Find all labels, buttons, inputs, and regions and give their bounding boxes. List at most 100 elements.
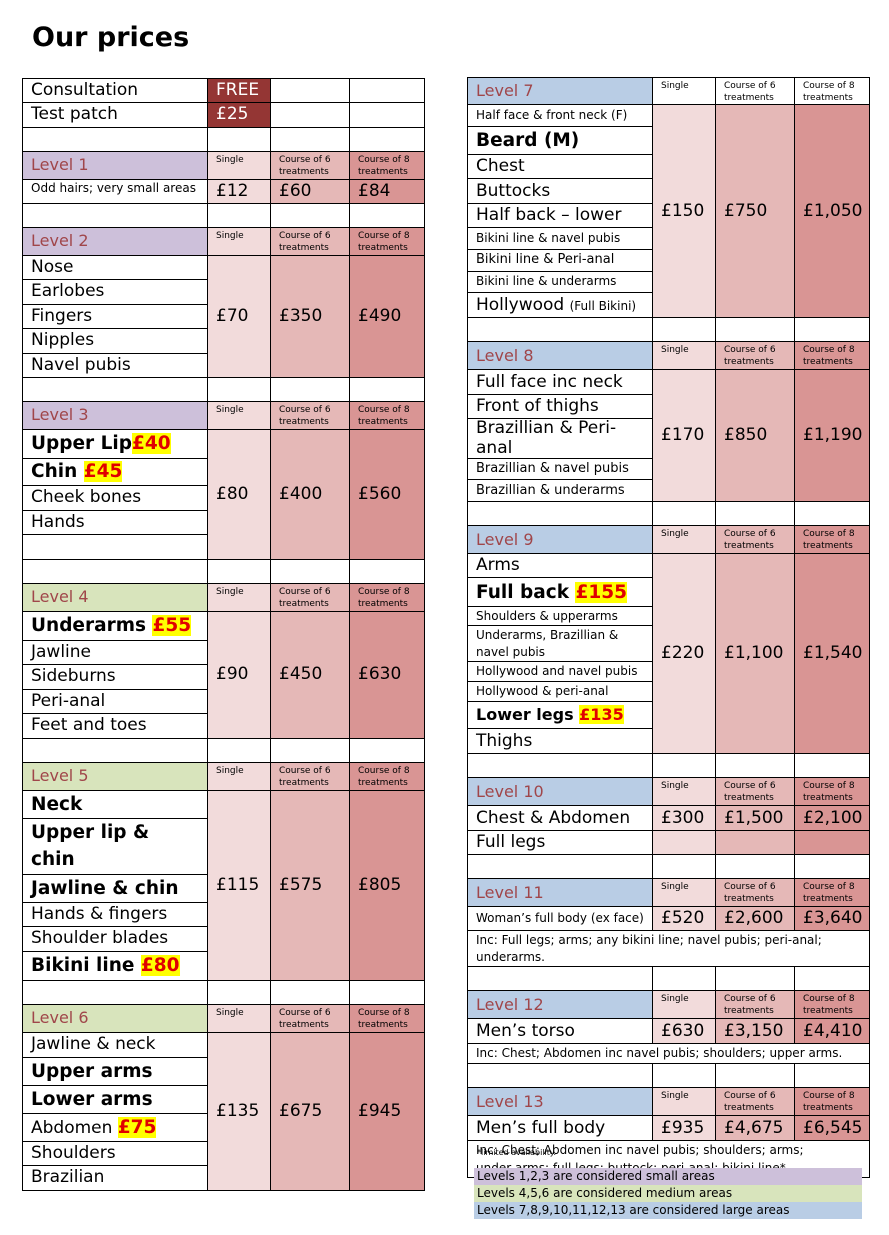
level8-c6: £850 bbox=[715, 369, 795, 503]
consultation-label: Consultation bbox=[22, 78, 208, 103]
level10-c8: £2,100 bbox=[794, 805, 870, 832]
level9-c8: £1,540 bbox=[794, 553, 870, 755]
level6-c8: £945 bbox=[349, 1032, 425, 1191]
level12-single: £630 bbox=[652, 1018, 716, 1045]
level11-item: Woman’s full body (ex face) bbox=[467, 906, 653, 932]
level8-c8: £1,190 bbox=[794, 369, 870, 503]
level13-header: Level 13 Single Course of 6 treatments C… bbox=[467, 1087, 870, 1117]
level7-item: Bikini line & underarms bbox=[467, 271, 653, 294]
single-header: Single bbox=[652, 1087, 716, 1117]
level6-name: Level 6 bbox=[22, 1004, 208, 1033]
level4-header: Level 4 Single Course of 6 treatments Co… bbox=[22, 583, 425, 612]
single-header: Single bbox=[207, 762, 271, 791]
level7-c6: £750 bbox=[715, 104, 795, 319]
limited-availability-note: *limited availability. bbox=[477, 1148, 557, 1157]
level11-name: Level 11 bbox=[467, 878, 653, 908]
level8-item: Brazillian & underarms bbox=[467, 479, 653, 503]
course6-header: Course of 6 treatments bbox=[270, 583, 350, 612]
level8-header: Level 8 Single Course of 6 treatments Co… bbox=[467, 341, 870, 371]
consultation-row: Consultation FREE bbox=[22, 78, 425, 103]
level5-header: Level 5 Single Course of 6 treatments Co… bbox=[22, 762, 425, 791]
level5-item: Neck bbox=[22, 790, 208, 819]
level8-item: Front of thighs bbox=[467, 394, 653, 420]
course6-header: Course of 6 treatments bbox=[715, 525, 795, 555]
level7-item: Hollywood bbox=[476, 294, 565, 315]
level9-c6: £1,100 bbox=[715, 553, 795, 755]
level10-item: Full legs bbox=[467, 830, 653, 856]
level9-item: Lower legs bbox=[476, 705, 574, 725]
course8-header: Course of 8 treatments bbox=[349, 227, 425, 256]
level6-item: Lower arms bbox=[22, 1085, 208, 1114]
level12-c6: £3,150 bbox=[715, 1018, 795, 1045]
level6-header: Level 6 Single Course of 6 treatments Co… bbox=[22, 1004, 425, 1033]
single-header: Single bbox=[207, 583, 271, 612]
consultation-price: FREE bbox=[207, 78, 271, 103]
course8-header: Course of 8 treatments bbox=[794, 990, 870, 1020]
level7-item-note: (Full Bikini) bbox=[569, 298, 637, 313]
offer-price: £80 bbox=[140, 955, 180, 977]
size-legend: Levels 1,2,3 are considered small areas … bbox=[474, 1168, 862, 1219]
level8-item: Full face inc neck bbox=[467, 369, 653, 396]
level7-single: £150 bbox=[652, 104, 716, 319]
level7-item: Half face & front neck (F) bbox=[467, 104, 653, 128]
level6-item: Upper arms bbox=[22, 1057, 208, 1086]
offer-price: £75 bbox=[117, 1116, 157, 1138]
level9-item: Arms bbox=[467, 553, 653, 579]
course8-header: Course of 8 treatments bbox=[794, 878, 870, 908]
level9-single: £220 bbox=[652, 553, 716, 755]
level7-c8: £1,050 bbox=[794, 104, 870, 319]
level5-c8: £805 bbox=[349, 790, 425, 981]
single-header: Single bbox=[652, 990, 716, 1020]
course8-header: Course of 8 treatments bbox=[794, 76, 870, 106]
level1-c8: £84 bbox=[349, 179, 425, 204]
level13-c6: £4,675 bbox=[715, 1115, 795, 1142]
page-title: Our prices bbox=[32, 22, 190, 53]
level10-single: £300 bbox=[652, 805, 716, 832]
level2-item: Fingers bbox=[22, 304, 208, 329]
single-header: Single bbox=[652, 76, 716, 106]
level13-item: Men’s full body bbox=[467, 1115, 653, 1142]
level12-header: Level 12 Single Course of 6 treatments C… bbox=[467, 990, 870, 1020]
level4-single: £90 bbox=[207, 611, 271, 739]
level7-item: Beard (M) bbox=[467, 126, 653, 156]
level7-item: Bikini line & navel pubis bbox=[467, 227, 653, 251]
level11-single: £520 bbox=[652, 906, 716, 932]
level13-c8: £6,545 bbox=[794, 1115, 870, 1142]
level10-name: Level 10 bbox=[467, 777, 653, 807]
level13-single: £935 bbox=[652, 1115, 716, 1142]
level3-c8: £560 bbox=[349, 429, 425, 560]
level5-item: Upper lip & chin bbox=[22, 818, 208, 875]
course8-header: Course of 8 treatments bbox=[794, 525, 870, 555]
test-patch-price: £25 bbox=[207, 102, 271, 128]
level11-c8: £3,640 bbox=[794, 906, 870, 932]
level5-single: £115 bbox=[207, 790, 271, 981]
level7-item: Chest bbox=[467, 154, 653, 180]
level3-item: Hands bbox=[22, 510, 208, 535]
course6-header: Course of 6 treatments bbox=[270, 151, 350, 180]
price-table-left: Consultation FREE Test patch £25 Level 1… bbox=[22, 78, 425, 1191]
single-header: Single bbox=[652, 525, 716, 555]
level10-item: Chest & Abdomen bbox=[467, 805, 653, 832]
level9-item: Full back bbox=[476, 581, 570, 603]
level10-header: Level 10 Single Course of 6 treatments C… bbox=[467, 777, 870, 807]
level1-header: Level 1 Single Course of 6 treatments Co… bbox=[22, 151, 425, 180]
offer-price: £40 bbox=[132, 433, 171, 455]
level7-item: Buttocks bbox=[467, 178, 653, 205]
level11-note: Inc: Full legs; arms; any bikini line; n… bbox=[467, 930, 870, 968]
level4-c6: £450 bbox=[270, 611, 350, 739]
level4-item: Feet and toes bbox=[22, 713, 208, 739]
level1-item: Odd hairs; very small areas bbox=[22, 179, 208, 204]
price-table-right: Level 7 Single Course of 6 treatments Co… bbox=[467, 76, 870, 1179]
level2-name: Level 2 bbox=[22, 227, 208, 256]
level11-header: Level 11 Single Course of 6 treatments C… bbox=[467, 878, 870, 908]
level3-c6: £400 bbox=[270, 429, 350, 560]
level1-row: Odd hairs; very small areas £12 £60 £84 bbox=[22, 179, 425, 204]
level6-item: Brazilian bbox=[22, 1165, 208, 1191]
course8-header: Course of 8 treatments bbox=[349, 151, 425, 180]
level6-item: Abdomen bbox=[31, 1117, 113, 1138]
level11-c6: £2,600 bbox=[715, 906, 795, 932]
level7-header: Level 7 Single Course of 6 treatments Co… bbox=[467, 76, 870, 106]
level12-note: Inc: Chest; Abdomen inc navel pubis; sho… bbox=[467, 1043, 870, 1065]
single-header: Single bbox=[652, 878, 716, 908]
offer-price: £55 bbox=[152, 615, 192, 637]
